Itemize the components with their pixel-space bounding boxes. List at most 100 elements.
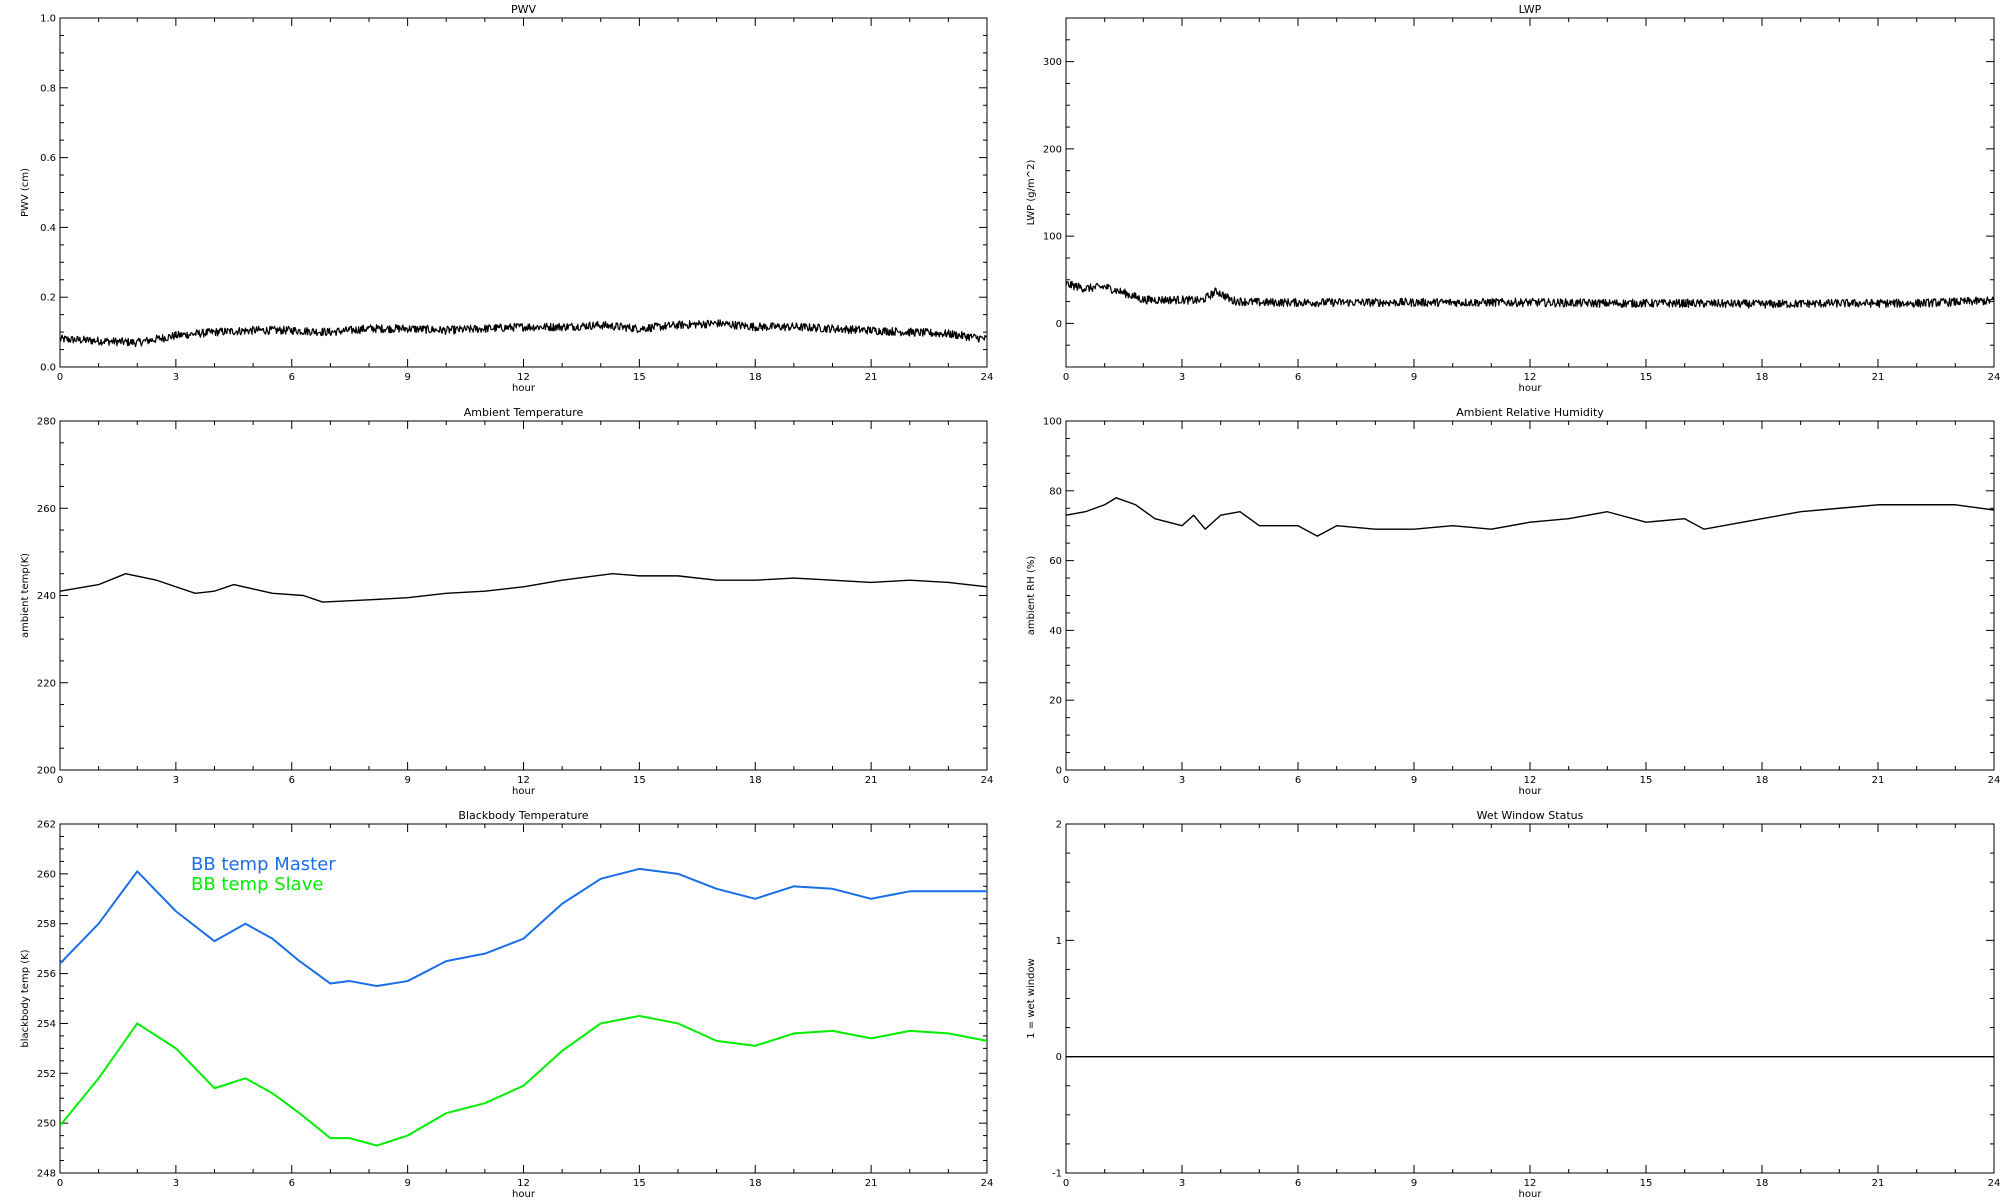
x-tick-label: 24 (1988, 372, 2000, 383)
x-tick-label: 9 (404, 775, 410, 786)
plot-frame (1065, 823, 1995, 1174)
x-tick-label: 21 (1872, 1178, 1885, 1189)
chart-title: Wet Window Status (1477, 809, 1584, 822)
panel-blackbody-temperature: Blackbody Temperature 0 3 6 9 12 15 18 21 24 hour 2… (20, 809, 993, 1200)
plot-frame (59, 420, 988, 771)
x-tick-label: 18 (749, 775, 762, 786)
x-axis-label: hour (1519, 1189, 1543, 1200)
y-tick-label: 0 (1056, 319, 1062, 330)
y-axis-label: ambient temp(K) (20, 553, 31, 638)
y-tick-label: 256 (37, 969, 56, 980)
y-axis-label: 1 = wet window (1026, 958, 1037, 1038)
y-tick-label: 260 (37, 869, 56, 880)
x-tick-label: 3 (1179, 775, 1185, 786)
x-tick-label: 18 (1756, 372, 1769, 383)
x-tick-label: 9 (404, 1178, 410, 1189)
x-tick-label: 24 (1988, 775, 2000, 786)
y-tick-label: 0.8 (40, 83, 56, 94)
x-tick-label: 6 (289, 775, 295, 786)
y-tick-label: 100 (1043, 232, 1062, 243)
x-tick-label: 18 (1756, 775, 1769, 786)
x-tick-label: 6 (1295, 372, 1301, 383)
legend-bb-temp-master: BB temp Master (191, 854, 336, 875)
y-axis-label: blackbody temp (K) (20, 949, 31, 1047)
y-tick-label: 2 (1056, 820, 1062, 831)
x-tick-label: 6 (1295, 1178, 1301, 1189)
x-axis-label: hour (512, 1189, 536, 1200)
x-tick-label: 9 (1411, 372, 1417, 383)
y-tick-label: 1.0 (40, 14, 56, 25)
x-tick-label: 18 (749, 372, 762, 383)
plot-frame (1065, 420, 1995, 771)
x-tick-label: 12 (1524, 775, 1537, 786)
x-tick-label: 9 (1411, 775, 1417, 786)
y-tick-label: 200 (37, 766, 56, 777)
x-tick-label: 3 (1179, 1178, 1185, 1189)
series-line-bb-temp-master (59, 867, 987, 988)
y-tick-label: 260 (37, 504, 56, 515)
y-axis-label: LWP (g/m^2) (1026, 160, 1037, 226)
x-tick-label: 21 (1872, 372, 1885, 383)
x-axis-label: hour (512, 383, 536, 394)
y-tick-label: 80 (1049, 486, 1062, 497)
x-tick-label: 12 (517, 1178, 530, 1189)
y-axis-label: ambient RH (%) (1026, 556, 1037, 636)
y-tick-label: 220 (37, 678, 56, 689)
x-axis-label: hour (1519, 383, 1543, 394)
x-tick-label: 21 (865, 372, 878, 383)
chart-title: LWP (1519, 3, 1542, 16)
chart-title: PWV (511, 3, 537, 16)
series-line (59, 572, 988, 603)
x-tick-label: 24 (981, 372, 994, 383)
x-tick-label: 12 (1524, 1178, 1537, 1189)
y-tick-label: 250 (37, 1119, 56, 1130)
x-tick-label: 12 (517, 775, 530, 786)
y-tick-label: 100 (1043, 417, 1062, 428)
x-tick-label: 0 (57, 775, 63, 786)
x-tick-label: 15 (1640, 775, 1653, 786)
x-tick-label: 18 (749, 1178, 762, 1189)
y-tick-label: 280 (37, 417, 56, 428)
y-tick-label: 0.4 (40, 223, 56, 234)
panel-ambient-temperature: Ambient Temperature 0 3 6 9 12 15 18 21 24 hour 200… (20, 406, 993, 797)
x-tick-label: 6 (289, 1178, 295, 1189)
y-tick-label: 60 (1049, 556, 1062, 567)
x-tick-label: 3 (173, 1178, 179, 1189)
y-tick-label: 252 (37, 1069, 56, 1080)
x-tick-label: 3 (173, 775, 179, 786)
plot-frame (1065, 17, 1995, 368)
chart-title: Blackbody Temperature (458, 809, 588, 822)
y-tick-label: 0.6 (40, 153, 56, 164)
x-tick-label: 24 (981, 1178, 994, 1189)
x-tick-label: 0 (1063, 372, 1069, 383)
x-tick-label: 15 (633, 372, 646, 383)
y-tick-label: 240 (37, 591, 56, 602)
series-line (1065, 497, 1995, 537)
x-tick-label: 12 (517, 372, 530, 383)
y-tick-label: 0.0 (40, 363, 56, 374)
x-tick-label: 0 (1063, 1178, 1069, 1189)
x-tick-label: 21 (865, 1178, 878, 1189)
series-line (59, 319, 988, 348)
panel-lwp: LWP 0 3 6 9 12 15 18 21 24 hour 0 100 200 300 LWP (g/m^… (1026, 3, 2000, 394)
x-tick-label: 3 (1179, 372, 1185, 383)
y-tick-label: 254 (37, 1019, 56, 1030)
x-tick-label: 21 (865, 775, 878, 786)
x-axis-label: hour (512, 786, 536, 797)
y-tick-label: 248 (37, 1169, 56, 1180)
y-tick-label: 0.2 (40, 293, 56, 304)
y-axis-label: PWV (cm) (20, 168, 31, 217)
y-tick-label: -1 (1052, 1169, 1062, 1180)
panel-pwv: PWV 0 3 6 9 12 15 18 21 24 hour 0.0 0.2 0.4 0.6 0.8 1.0 P… (20, 3, 993, 394)
x-tick-label: 15 (1640, 372, 1653, 383)
x-tick-label: 6 (289, 372, 295, 383)
y-tick-label: 200 (1043, 144, 1062, 155)
x-tick-label: 0 (1063, 775, 1069, 786)
series-line-bb-temp-slave (59, 1014, 988, 1147)
x-tick-label: 15 (633, 1178, 646, 1189)
x-tick-label: 18 (1756, 1178, 1769, 1189)
x-tick-label: 12 (1524, 372, 1537, 383)
x-tick-label: 0 (57, 372, 63, 383)
